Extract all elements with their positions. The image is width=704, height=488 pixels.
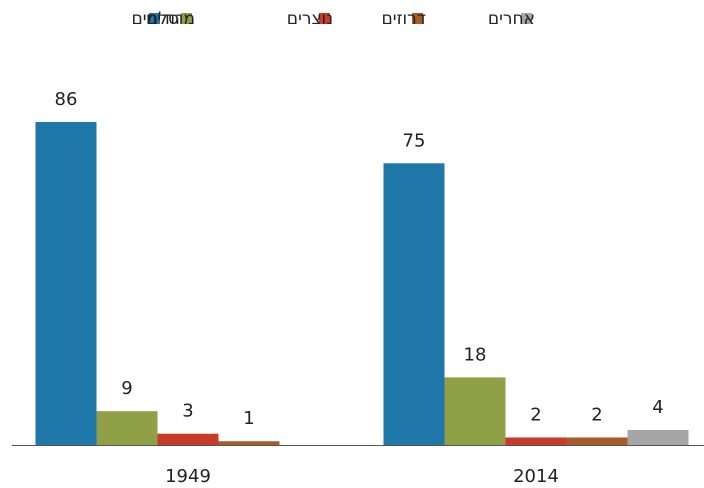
bar	[383, 163, 445, 446]
value-label: 86	[55, 89, 78, 110]
bar	[444, 377, 506, 445]
bar	[35, 121, 97, 445]
legend-swatch	[521, 13, 532, 24]
value-label: 18	[464, 344, 487, 365]
legend-label: נוצרים	[287, 9, 333, 29]
legend-swatch	[319, 13, 330, 24]
x-tick-label: 1949	[165, 466, 211, 487]
legend-label: דרוזים	[382, 9, 426, 29]
value-label: 3	[182, 401, 193, 422]
value-label: 4	[652, 397, 663, 418]
bar	[96, 411, 158, 445]
legend-swatch	[181, 13, 192, 24]
value-label: 75	[403, 130, 426, 151]
value-label: 9	[121, 378, 132, 399]
bar	[627, 429, 689, 445]
legend-label: יהודים	[146, 9, 190, 29]
value-label: 2	[591, 404, 602, 425]
x-tick-label: 2014	[513, 466, 559, 487]
bar	[566, 437, 628, 445]
legend-label: מוסלמים	[131, 9, 195, 29]
legend-swatch	[149, 13, 160, 24]
value-label: 2	[530, 404, 541, 425]
legend-swatch	[412, 13, 423, 24]
bar	[157, 433, 219, 445]
bar	[218, 441, 280, 445]
legend-label: אחרים	[488, 9, 535, 29]
bar	[505, 437, 567, 445]
value-label: 1	[243, 408, 254, 429]
